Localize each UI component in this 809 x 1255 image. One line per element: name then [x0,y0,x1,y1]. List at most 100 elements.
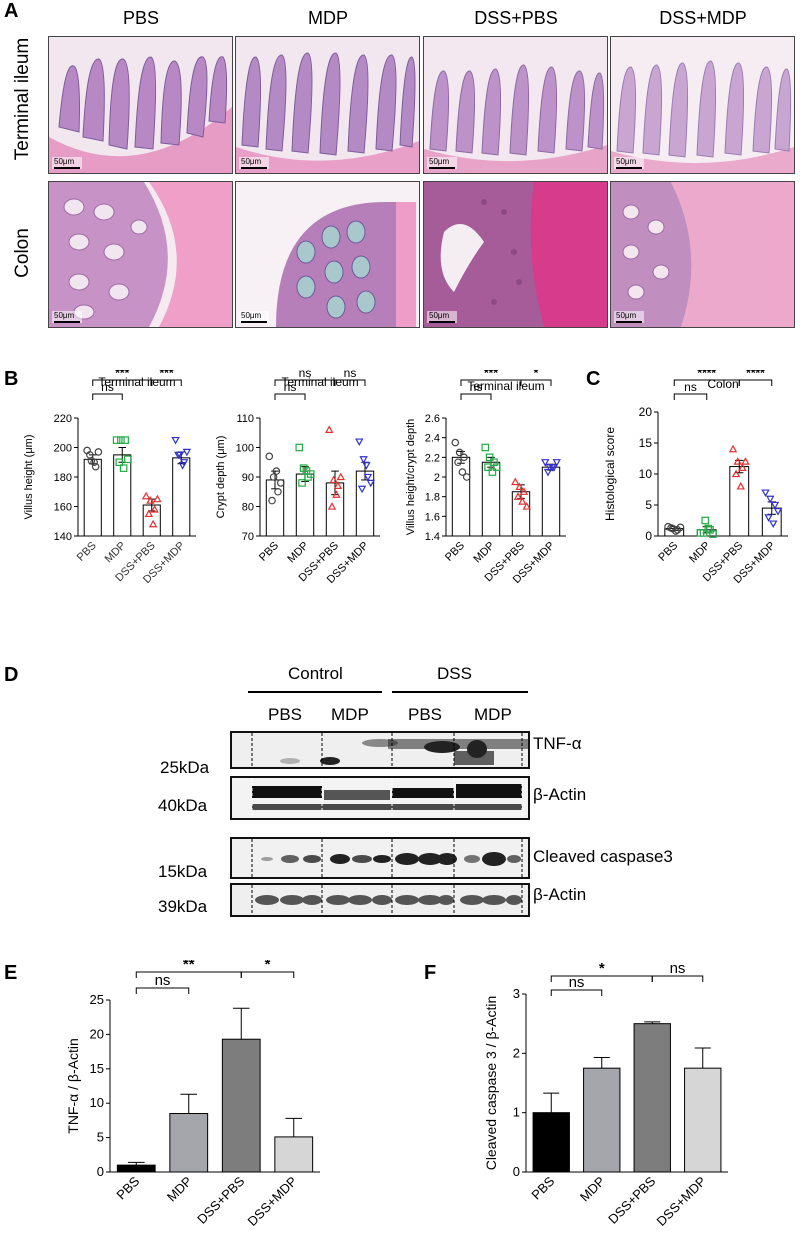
x-tick-label: MDP [103,540,129,566]
data-point [541,459,550,467]
scale-bar: 50μm [239,311,269,323]
significance-label: ** [183,960,195,973]
y-tick-label: 110 [236,413,254,425]
significance-label: **** [746,370,765,380]
group-label-dss: DSS [437,664,472,683]
data-point [86,451,94,459]
data-point [454,458,462,467]
band-label-actin: β-Actin [533,785,587,804]
y-tick-label: 3 [513,986,520,1001]
chart-title: Terminal ileum [98,375,175,389]
tnf-actin-chart: 0 5 10 15 20 25 TNF-α / β-Actin PBS MDP DSS+PBSDS… [65,960,320,1229]
data-point [676,523,685,532]
micrograph-ileum-mdp: 50μm [235,36,420,174]
data-point [272,467,281,475]
row-label-ileum: Terminal ileum [12,37,33,161]
data-point [182,448,192,457]
significance-label: ns [569,974,585,991]
data-point [276,479,285,487]
data-point [144,509,154,518]
data-point [481,443,490,452]
band-label-actin: β-Actin [533,885,587,904]
scale-bar: 50μm [52,311,82,323]
col-header-dss-mdp: DSS+MDP [659,8,747,28]
data-point [121,436,129,444]
chart-title: Terminal ileum [281,375,358,389]
group-underline-control [248,691,382,693]
bar [532,1112,570,1173]
lane-label-mdp: MDP [331,705,369,724]
blot-actin-2 [230,883,530,917]
marker-39kda: 39kDa [158,897,208,916]
marker-40kda: 40kDa [158,796,208,815]
panel-a-letter: A [4,0,19,22]
data-point [174,451,183,460]
x-tick-label: MDP [687,540,713,566]
data-point [141,491,151,500]
data-point [451,438,460,447]
data-point [91,462,100,471]
scale-bar: 50μm [427,157,457,169]
data-point [112,436,121,444]
y-tick-label: 2 [513,1045,520,1060]
data-point [671,527,680,535]
data-point [90,458,98,467]
micrograph-colon-pbs: 50μm [48,181,233,328]
data-point [325,425,334,433]
significance-bracket [460,393,492,400]
data-point [148,519,158,528]
data-point [357,485,367,494]
data-point [295,443,304,452]
data-point [518,497,527,505]
data-point [699,529,708,537]
data-point [298,479,306,487]
data-point [171,436,180,445]
micrograph-colon-dss-pbs: 50μm [423,181,608,328]
data-point [460,453,468,462]
col-header-pbs: PBS [122,8,160,28]
scale-bar: 50μm [614,311,644,323]
significance-bracket [151,379,182,386]
panel-c-letter: C [586,368,601,390]
data-point [485,453,494,462]
panel-e-letter: E [4,962,18,984]
data-point [355,438,364,447]
data-point [94,448,103,456]
bar [633,1023,671,1173]
chart-title: Terminal ileum [467,379,544,393]
y-axis-label: Histological score [603,427,617,521]
data-point [153,494,162,503]
lane-label-pbs: PBS [268,705,303,724]
bar [221,1038,261,1173]
x-tick-label: PBS [656,540,680,564]
data-point [731,469,741,478]
bar [116,1164,156,1173]
y-axis-label: Crypt depth (μm) [215,436,227,519]
data-point [178,462,187,470]
data-point [124,455,132,464]
data-point [513,492,523,500]
y-tick-label: 15 [639,436,653,450]
scale-bar: 50μm [239,157,269,169]
x-tick-label: DSS+PBS [605,1173,659,1227]
villus-crypt-ratio-chart: Terminal ileum 1.4 1.6 1.8 2 2.2 2.4 2.6 Villus … [405,370,566,586]
data-point [709,530,717,538]
significance-label: ns [670,960,686,977]
x-tick-label: PBS [113,1173,142,1202]
micrograph-colon-dss-mdp: 50μm [610,181,795,328]
data-point [117,436,125,444]
significance-label: ns [344,370,357,380]
y-tick-label: 100 [236,443,254,455]
significance-label: **** [697,370,716,380]
bar [113,454,132,537]
data-point [336,472,345,481]
y-tick-label: 20 [90,1026,104,1041]
marker-25kda: 25kDa [160,758,210,777]
blot-tnf [230,731,530,769]
x-tick-label: DSS+MDP [245,1174,300,1229]
villus-height-chart: Terminal ileum 140 160 180 200 220 Villus heig… [23,370,196,586]
marker-15kda: 15kDa [158,862,208,881]
data-point [327,502,337,510]
y-tick-label: 0 [97,1164,104,1179]
significance-bracket [240,971,295,978]
